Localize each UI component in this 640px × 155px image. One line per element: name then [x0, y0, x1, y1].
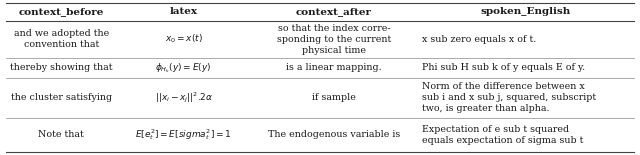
Text: thereby showing that: thereby showing that [10, 63, 113, 72]
Text: is a linear mapping.: is a linear mapping. [286, 63, 382, 72]
Text: x sub zero equals x of t.: x sub zero equals x of t. [422, 35, 536, 44]
Text: $||x_i-x_j||^2.2 \alpha$: $||x_i-x_j||^2.2 \alpha$ [154, 91, 212, 105]
Text: spoken_English: spoken_English [480, 7, 570, 16]
Text: Phi sub H sub k of y equals E of y.: Phi sub H sub k of y equals E of y. [422, 63, 586, 72]
Text: $x_0=x(t)$: $x_0=x(t)$ [164, 33, 203, 45]
Text: latex: latex [170, 7, 198, 16]
Text: context_after: context_after [296, 7, 372, 16]
Text: The endogenous variable is: The endogenous variable is [268, 130, 400, 139]
Text: context_before: context_before [19, 7, 104, 16]
Text: Note that: Note that [38, 130, 84, 139]
Text: the cluster satisfying: the cluster satisfying [11, 93, 112, 102]
Text: $E[e_t^2]=E[sigma_t^2]=1$: $E[e_t^2]=E[sigma_t^2]=1$ [135, 127, 232, 142]
Text: Norm of the difference between x
sub i and x sub j, squared, subscript
two, is g: Norm of the difference between x sub i a… [422, 82, 596, 113]
Text: so that the index corre-
sponding to the current
physical time: so that the index corre- sponding to the… [277, 24, 391, 55]
Text: if sample: if sample [312, 93, 356, 102]
Text: and we adopted the
convention that: and we adopted the convention that [13, 29, 109, 49]
Text: $ \phi_{H_k}(y)=E(y)$: $ \phi_{H_k}(y)=E(y)$ [156, 61, 212, 75]
Text: Expectation of e sub t squared
equals expectation of sigma sub t: Expectation of e sub t squared equals ex… [422, 125, 584, 145]
